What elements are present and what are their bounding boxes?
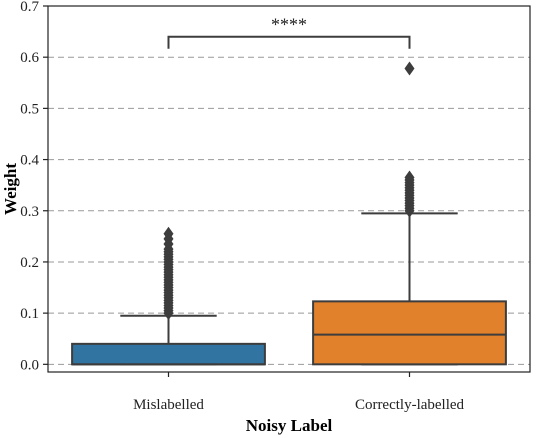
x-axis-label: Noisy Label <box>246 416 333 435</box>
significance-label: **** <box>271 15 307 35</box>
box-1 <box>312 61 507 366</box>
box-0 <box>71 226 266 366</box>
y-tick-label: 0.0 <box>20 357 39 373</box>
x-tick-label: Correctly-labelled <box>355 397 465 413</box>
y-tick-label: 0.1 <box>20 306 39 322</box>
outlier-point <box>404 170 415 185</box>
y-axis-label: Weight <box>1 163 20 215</box>
y-tick-label: 0.6 <box>20 50 39 66</box>
box-body <box>312 300 507 366</box>
x-tick-label: Mislabelled <box>133 397 204 413</box>
significance-annotation: **** <box>167 15 411 49</box>
box-body <box>71 342 266 366</box>
grid-lines <box>48 5 530 365</box>
y-tick-label: 0.5 <box>20 101 39 117</box>
y-tick-label: 0.3 <box>20 204 39 220</box>
y-tick-label: 0.4 <box>20 153 39 169</box>
boxes <box>71 61 507 366</box>
axis-ticks: 0.0 0.1 0.2 0.3 0.4 0.5 0.6 0.7 Mislabelled Corre… <box>20 0 464 413</box>
significance-bracket <box>167 35 411 49</box>
plot-frame <box>47 5 531 373</box>
outlier-point <box>404 61 415 76</box>
y-tick-label: 0.7 <box>20 0 39 15</box>
y-tick-label: 0.2 <box>20 255 39 271</box>
outlier-point <box>163 226 174 241</box>
